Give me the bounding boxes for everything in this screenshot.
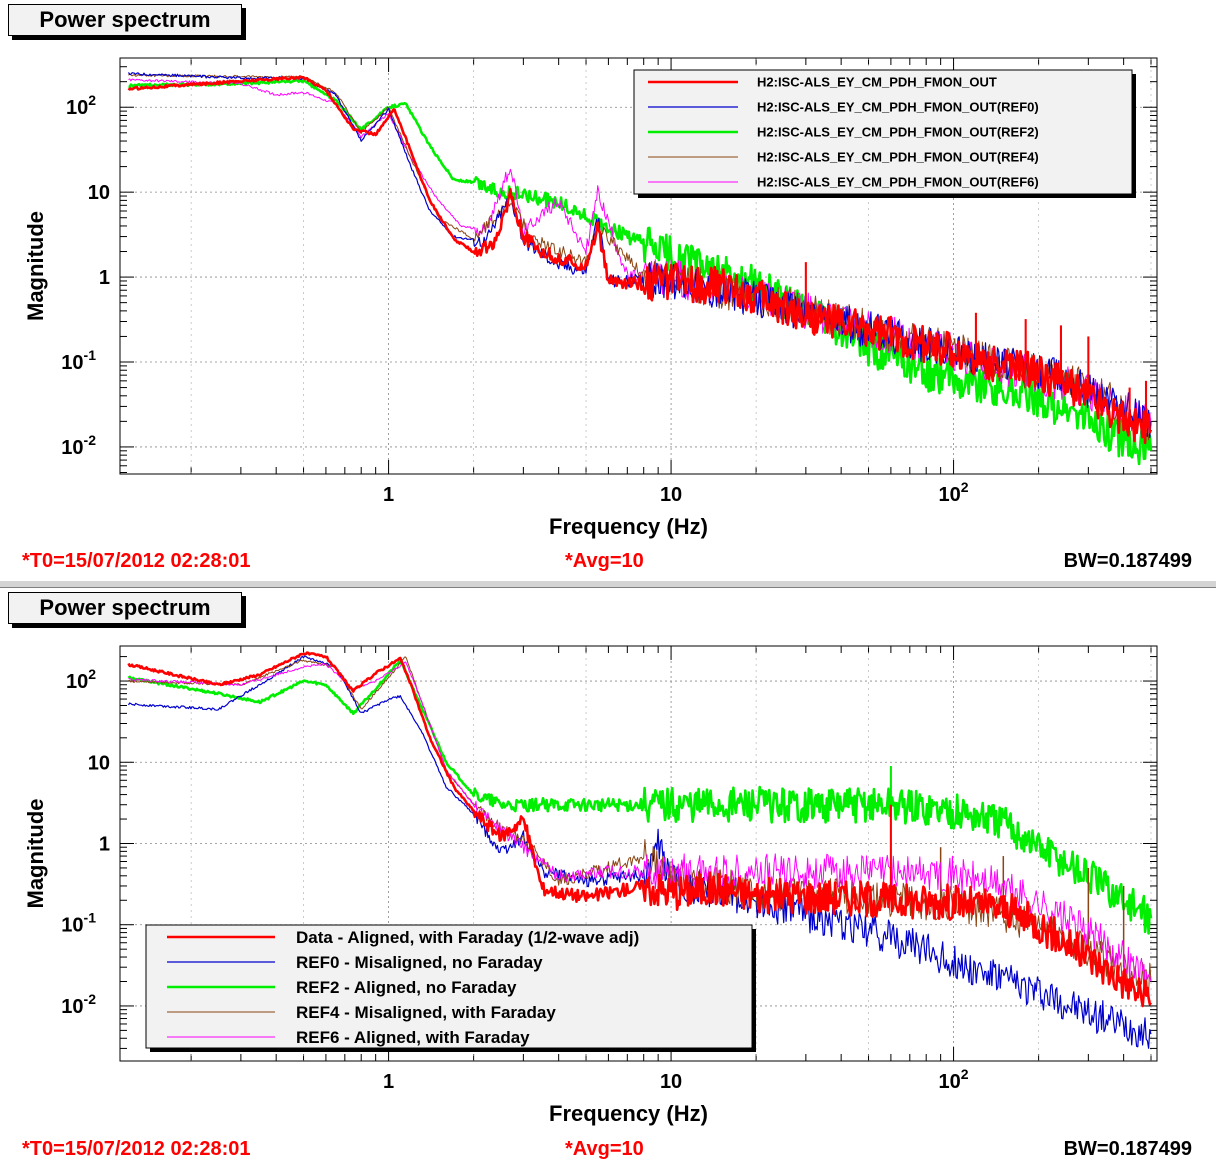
legend-label: REF0 - Misaligned, no Faraday xyxy=(296,953,543,972)
series-line xyxy=(127,655,1152,1049)
panel-divider[interactable] xyxy=(0,580,1216,588)
legend: H2:ISC-ALS_EY_CM_PDH_FMON_OUT H2:ISC-ALS_… xyxy=(633,69,1133,195)
x-tick-label-exp: 2 xyxy=(961,1066,969,1082)
legend-label: H2:ISC-ALS_EY_CM_PDH_FMON_OUT(REF6) xyxy=(757,175,1039,190)
x-tick-label: 10 xyxy=(660,484,682,506)
legend-label: H2:ISC-ALS_EY_CM_PDH_FMON_OUT xyxy=(757,75,997,90)
x-tick-label: 1 xyxy=(383,484,394,506)
x-axis-label: Frequency (Hz) xyxy=(549,1101,708,1126)
y-tick-label: 10-1 xyxy=(61,347,96,374)
grid xyxy=(120,58,1157,474)
avg-label: *Avg=10 xyxy=(565,550,644,572)
power-spectrum-panel-bottom: Power spectrum 1 10 102 10-2 10-1 1 10 102 Frequ… xyxy=(0,588,1216,1167)
legend-label: Data - Aligned, with Faraday (1/2-wave a… xyxy=(296,928,639,947)
x-tick-label: 102 xyxy=(939,1066,969,1093)
legend-label: REF4 - Misaligned, with Faraday xyxy=(296,1003,556,1022)
y-tick-label-exp: 2 xyxy=(88,92,96,108)
spectrum-plot-top[interactable]: 1 10 102 10-2 10-1 1 10 102 Frequency (Hz) Magnit… xyxy=(0,0,1216,548)
y-axis-label: Magnitude xyxy=(23,799,48,909)
legend-label: H2:ISC-ALS_EY_CM_PDH_FMON_OUT(REF2) xyxy=(757,125,1039,140)
legend-label: H2:ISC-ALS_EY_CM_PDH_FMON_OUT(REF4) xyxy=(757,150,1039,165)
y-tick-label: 10 xyxy=(88,182,110,204)
series-line xyxy=(128,661,1152,993)
t0-label: *T0=15/07/2012 02:28:01 xyxy=(22,1138,251,1160)
y-tick-label-exp: -1 xyxy=(84,347,97,363)
avg-label: *Avg=10 xyxy=(565,1138,644,1160)
y-tick-label: 10 xyxy=(88,752,110,774)
x-tick-label-exp: 2 xyxy=(961,479,969,495)
series-line xyxy=(127,651,1153,1008)
plot-frame xyxy=(119,645,1158,1062)
y-tick-label: 10-1 xyxy=(61,910,96,937)
y-tick-label: 1 xyxy=(99,833,110,855)
y-tick-label: 1 xyxy=(99,267,110,289)
panel-title[interactable]: Power spectrum xyxy=(8,4,242,36)
y-tick-label: 10-2 xyxy=(61,991,96,1018)
y-tick-label: 102 xyxy=(66,666,96,693)
legend-label: REF6 - Aligned, with Faraday xyxy=(296,1028,530,1047)
power-spectrum-panel-top: Power spectrum 1 10 102 10-2 10-1 1 10 102 Frequ… xyxy=(0,0,1216,582)
series-line xyxy=(128,78,1153,466)
series-line xyxy=(127,658,1153,935)
y-tick-label: 10-2 xyxy=(61,432,96,459)
legend-label: REF2 - Aligned, no Faraday xyxy=(296,978,517,997)
y-tick-label-exp: -1 xyxy=(84,910,97,926)
panel-title[interactable]: Power spectrum xyxy=(8,592,242,624)
y-tick-label-exp: -2 xyxy=(84,432,97,448)
bw-label: BW=0.187499 xyxy=(1063,1138,1192,1160)
t0-label: *T0=15/07/2012 02:28:01 xyxy=(22,550,251,572)
spectrum-plot-bottom[interactable]: 1 10 102 10-2 10-1 1 10 102 Frequency (Hz) Magnit… xyxy=(0,588,1216,1136)
y-tick-label-exp: 2 xyxy=(88,666,96,682)
bw-label: BW=0.187499 xyxy=(1063,550,1192,572)
legend: Data - Aligned, with Faraday (1/2-wave a… xyxy=(145,924,753,1049)
y-tick-label-exp: -2 xyxy=(84,991,97,1007)
legend-label: H2:ISC-ALS_EY_CM_PDH_FMON_OUT(REF0) xyxy=(757,100,1039,115)
plot-frame xyxy=(119,57,1158,475)
x-tick-label: 1 xyxy=(383,1071,394,1093)
x-tick-label: 10 xyxy=(660,1071,682,1093)
x-axis-label: Frequency (Hz) xyxy=(549,514,708,539)
y-axis-label: Magnitude xyxy=(23,211,48,321)
series-line xyxy=(127,75,1153,445)
y-tick-label: 102 xyxy=(66,92,96,119)
x-tick-label: 102 xyxy=(939,479,969,506)
